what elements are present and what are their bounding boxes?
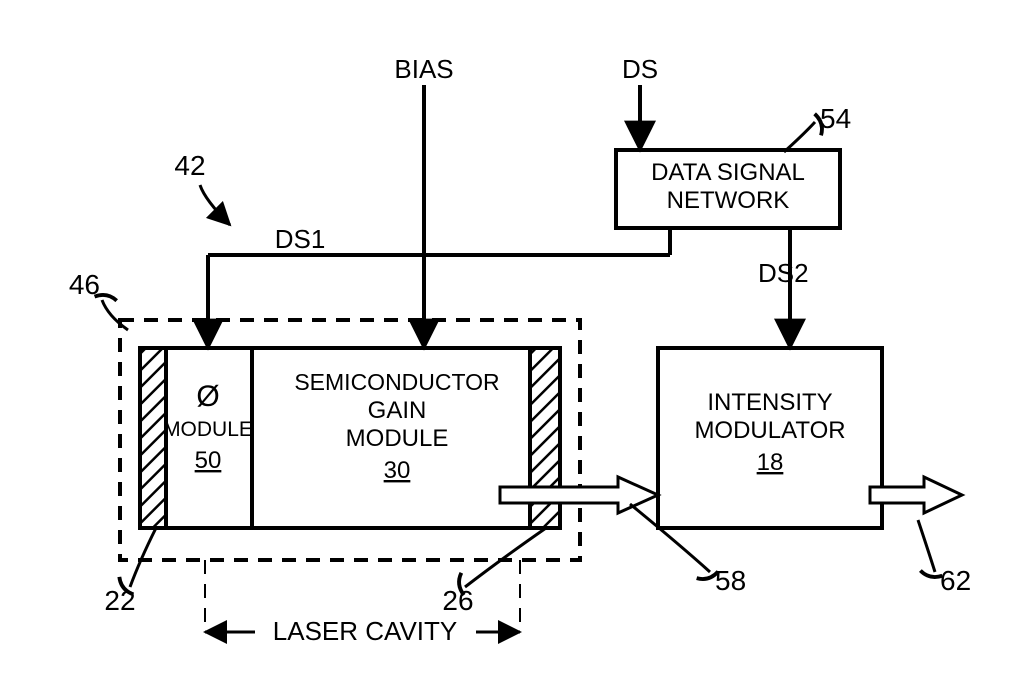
ref-22: 22 <box>104 585 135 616</box>
ref-54: 54 <box>820 103 851 134</box>
label-bias: BIAS <box>394 54 453 84</box>
label-im-1: INTENSITY <box>707 389 832 416</box>
leader-54 <box>784 122 815 152</box>
label-ds2: DS2 <box>758 258 809 288</box>
label-dsn-2: NETWORK <box>667 187 790 214</box>
label-im-2: MODULATOR <box>694 417 845 444</box>
ref-42: 42 <box>174 150 205 181</box>
label-phi-module: MODULE <box>163 418 253 441</box>
label-laser-cavity: LASER CAVITY <box>273 616 457 646</box>
leader-22 <box>130 528 156 587</box>
leader-46 <box>102 300 128 330</box>
label-gain-2: GAIN <box>368 397 427 424</box>
ref-46: 46 <box>69 269 100 300</box>
ref-58: 58 <box>715 565 746 596</box>
leader-62 <box>918 520 935 572</box>
label-ds: DS <box>622 54 658 84</box>
label-gain-num: 30 <box>384 457 411 484</box>
label-phi-num: 50 <box>195 447 222 474</box>
label-ds1: DS1 <box>275 224 326 254</box>
label-im-num: 18 <box>757 449 784 476</box>
label-gain-3: MODULE <box>346 425 449 452</box>
label-phi: Ø <box>196 380 219 413</box>
ref-62: 62 <box>940 565 971 596</box>
ref-26: 26 <box>442 585 473 616</box>
label-gain-1: SEMICONDUCTOR <box>294 369 499 395</box>
label-dsn-1: DATA SIGNAL <box>651 159 805 186</box>
leader-26 <box>465 528 546 587</box>
leader-42 <box>200 185 230 225</box>
